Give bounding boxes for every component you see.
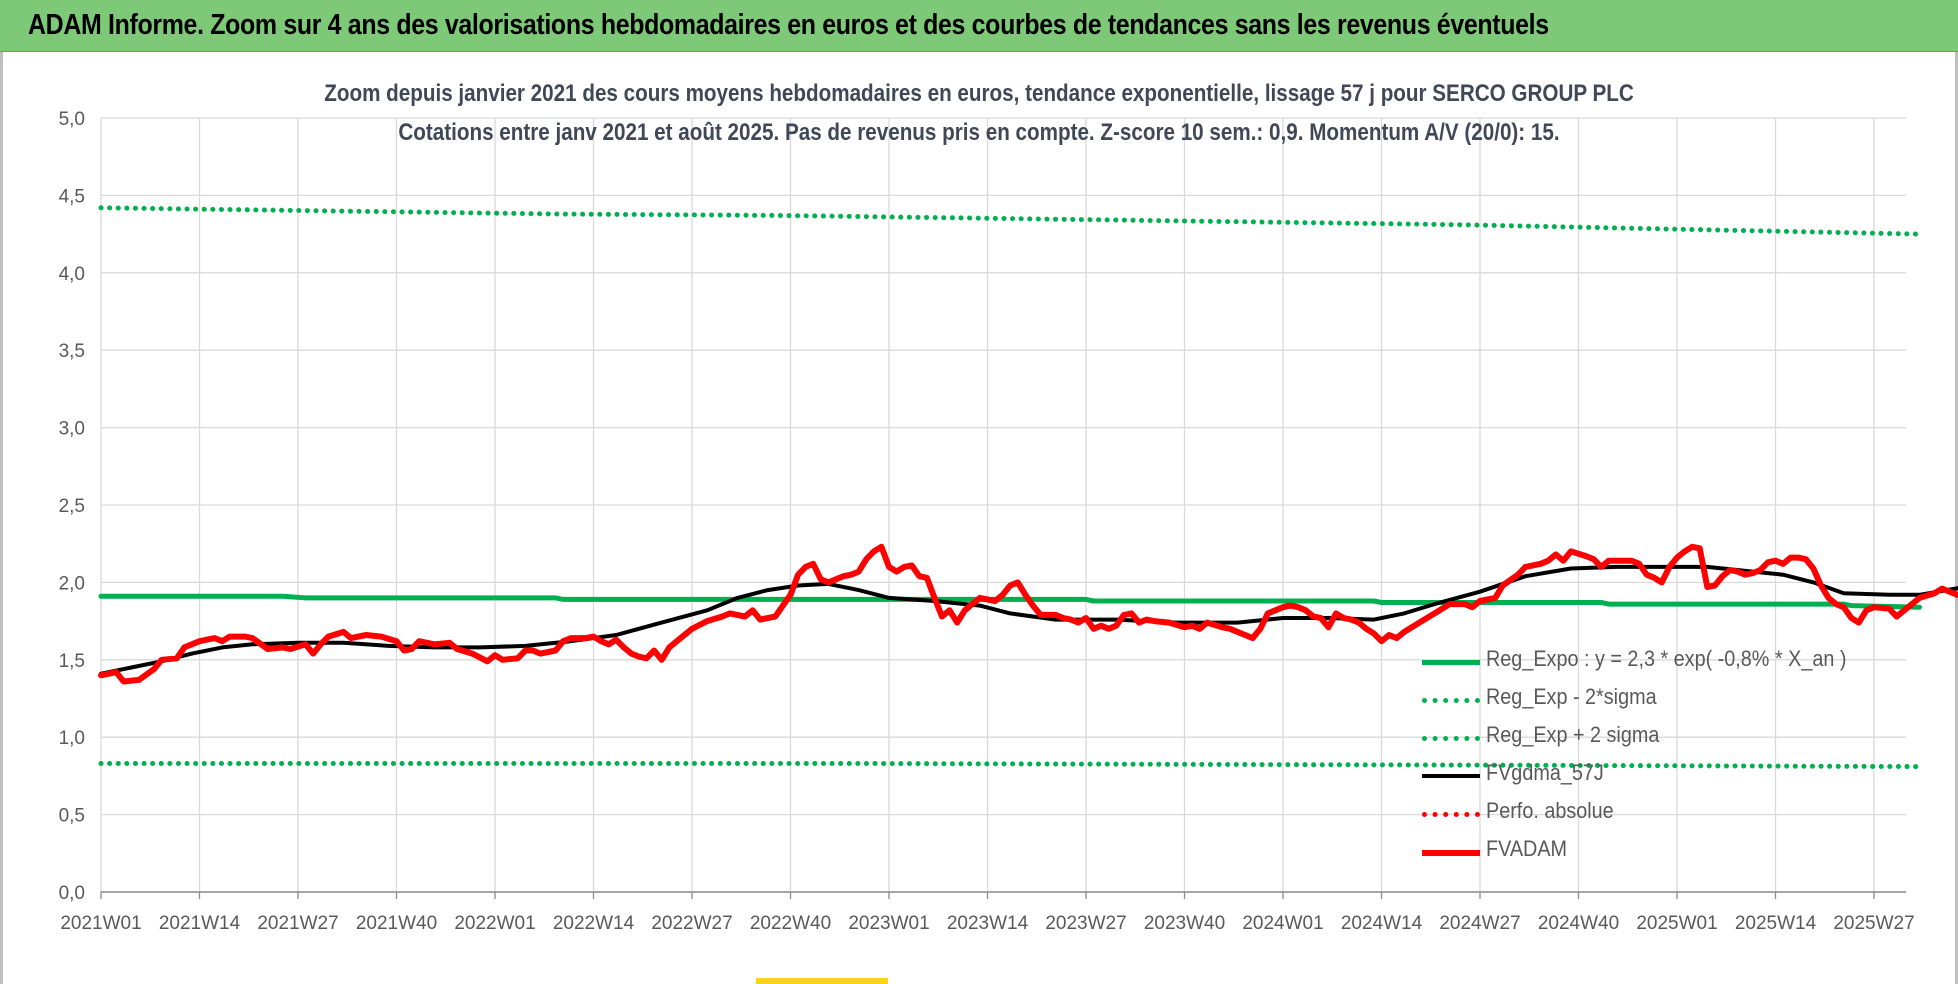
y-tick-label: 4,5 <box>59 186 85 207</box>
x-tick-label: 2023W40 <box>1144 913 1225 934</box>
x-tick-label: 2023W14 <box>947 913 1029 934</box>
x-tick-label: 2021W14 <box>159 913 241 934</box>
legend-item: Reg_Expo : y = 2,3 * exp( -0,8% * X_an ) <box>1422 642 1882 680</box>
x-tick-label: 2022W14 <box>553 913 635 934</box>
legend-label: Reg_Expo : y = 2,3 * exp( -0,8% * X_an ) <box>1486 646 1847 671</box>
legend-item: Reg_Exp - 2*sigma <box>1422 680 1882 718</box>
y-tick-label: 2,5 <box>59 496 85 517</box>
series-line-1 <box>98 761 1922 770</box>
legend-label: Perfo. absolue <box>1486 798 1614 823</box>
y-tick-label: 2,0 <box>59 573 85 594</box>
x-tick-label: 2023W27 <box>1045 913 1126 934</box>
x-tick-label: 2022W27 <box>651 913 732 934</box>
chart-series <box>98 205 1958 770</box>
legend-label: Reg_Exp - 2*sigma <box>1486 684 1657 709</box>
y-tick-label: 0,5 <box>59 806 85 827</box>
legend-label: FVgdma_57J <box>1486 760 1604 785</box>
legend-swatch <box>1422 698 1480 703</box>
series-line-0 <box>98 593 1922 610</box>
x-tick-label: 2021W01 <box>60 913 141 934</box>
legend-swatch <box>1422 736 1480 741</box>
y-tick-label: 1,5 <box>59 651 85 672</box>
x-tick-label: 2025W27 <box>1833 913 1914 934</box>
x-tick-label: 2025W01 <box>1636 913 1717 934</box>
x-tick-label: 2022W40 <box>750 913 831 934</box>
y-tick-label: 3,0 <box>59 419 85 440</box>
report-title: ADAM Informe. Zoom sur 4 ans des valoris… <box>28 9 1549 41</box>
accent-bar <box>756 978 888 984</box>
x-tick-label: 2024W27 <box>1439 913 1520 934</box>
legend-swatch <box>1422 850 1480 856</box>
legend-item: Reg_Exp + 2 sigma <box>1422 718 1882 756</box>
x-tick-label: 2023W01 <box>848 913 929 934</box>
y-tick-label: 4,0 <box>59 264 85 285</box>
y-tick-label: 0,0 <box>59 883 85 904</box>
chart-frame <box>0 52 1958 984</box>
y-tick-label: 5,0 <box>59 109 85 130</box>
x-tick-label: 2024W01 <box>1242 913 1323 934</box>
legend-item: Perfo. absolue <box>1422 794 1882 832</box>
legend-swatch <box>1422 812 1480 817</box>
legend-swatch <box>1422 774 1480 778</box>
x-axis-ticks: 2021W01 2021W14 2021W27 2021W40 2022W01 2022W… <box>60 891 1915 934</box>
chart-title-line-1: Zoom depuis janvier 2021 des cours moyen… <box>324 80 1634 107</box>
x-tick-label: 2025W14 <box>1735 913 1817 934</box>
legend-item: FVADAM <box>1422 832 1882 870</box>
x-tick-label: 2021W40 <box>356 913 437 934</box>
x-tick-label: 2021W27 <box>257 913 338 934</box>
series-line-5 <box>98 543 1958 685</box>
y-tick-label: 3,5 <box>59 341 85 362</box>
series-line-3 <box>99 564 1958 676</box>
x-tick-label: 2024W14 <box>1341 913 1423 934</box>
chart-legend: Reg_Expo : y = 2,3 * exp( -0,8% * X_an )… <box>1422 642 1882 870</box>
x-tick-label: 2024W40 <box>1538 913 1619 934</box>
y-tick-label: 1,0 <box>59 728 85 749</box>
chart-title-line-2: Cotations entre janv 2021 et août 2025. … <box>398 119 1560 146</box>
series-line-2 <box>98 205 1922 237</box>
report-banner: ADAM Informe. Zoom sur 4 ans des valoris… <box>0 0 1958 52</box>
legend-label: Reg_Exp + 2 sigma <box>1486 722 1660 747</box>
x-tick-label: 2022W01 <box>454 913 535 934</box>
y-axis-ticks: 0,0 0,5 1,0 1,5 2,0 2,5 3,0 3,5 4,0 4,5 5,0 <box>59 109 85 904</box>
legend-item: FVgdma_57J <box>1422 756 1882 794</box>
legend-label: FVADAM <box>1486 836 1568 861</box>
legend-swatch <box>1422 660 1480 665</box>
